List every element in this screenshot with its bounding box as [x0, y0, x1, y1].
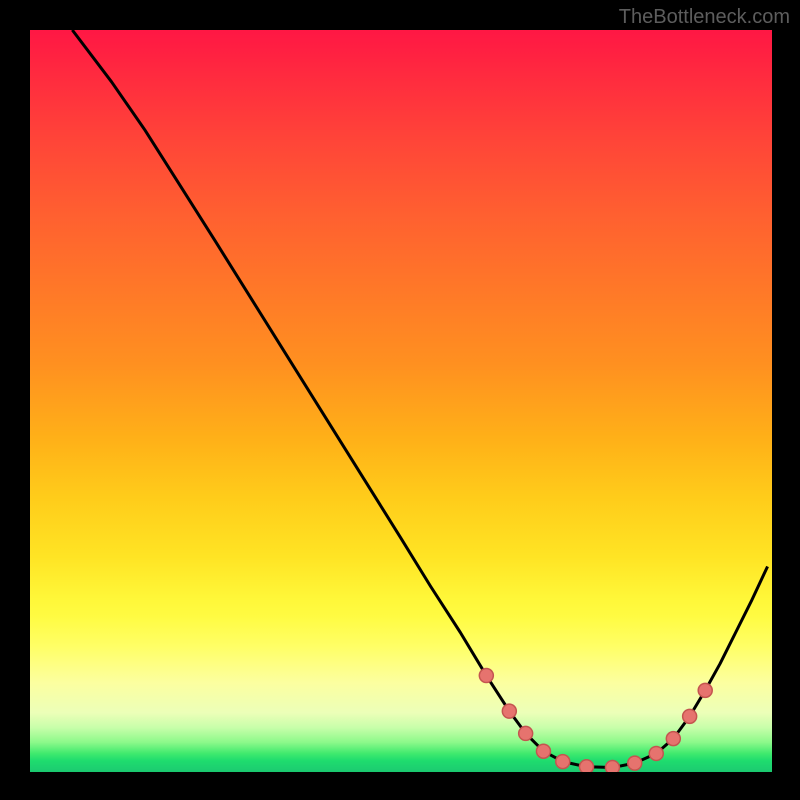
data-marker	[580, 760, 594, 772]
chart-container: TheBottleneck.com	[0, 0, 800, 800]
watermark-text: TheBottleneck.com	[619, 6, 790, 29]
data-marker	[605, 761, 619, 772]
data-marker	[698, 683, 712, 697]
data-marker	[479, 669, 493, 683]
plot-area	[30, 30, 772, 772]
data-marker	[683, 709, 697, 723]
data-marker	[556, 755, 570, 769]
data-marker	[649, 746, 663, 760]
data-marker	[536, 744, 550, 758]
data-marker	[666, 732, 680, 746]
data-marker	[628, 756, 642, 770]
data-marker	[502, 704, 516, 718]
gradient-background	[30, 30, 772, 772]
data-marker	[519, 726, 533, 740]
chart-svg	[30, 30, 772, 772]
